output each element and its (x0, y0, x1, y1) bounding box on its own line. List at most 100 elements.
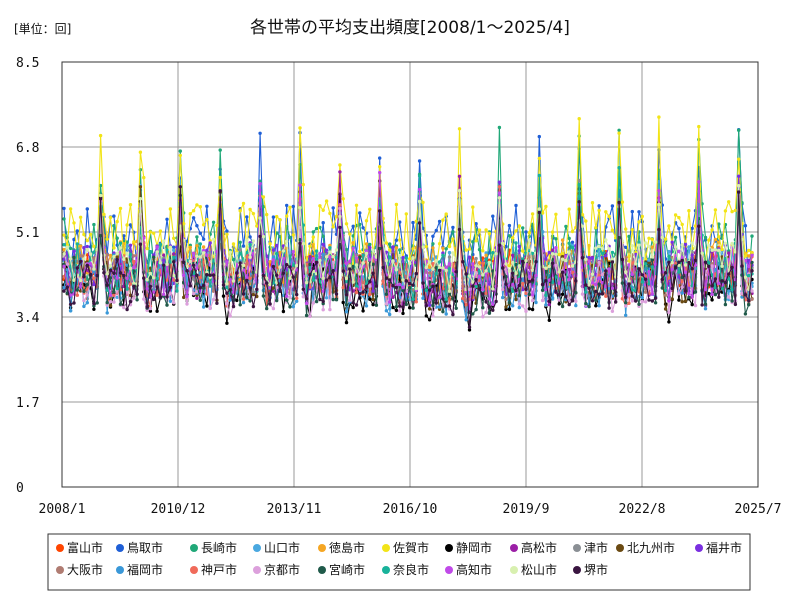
series-point (673, 213, 678, 217)
series-point (431, 262, 435, 266)
series-point (314, 260, 319, 264)
series-layer (62, 115, 754, 332)
series-point (517, 244, 521, 249)
series-point (424, 244, 428, 249)
series-point (431, 303, 435, 308)
series-point (65, 285, 70, 289)
series-point (285, 294, 289, 298)
series-point (108, 300, 113, 304)
series-point (394, 246, 399, 250)
series-point (205, 248, 209, 252)
series-point (261, 205, 266, 209)
series-point (68, 246, 73, 251)
series-point (610, 309, 615, 313)
series-point (653, 301, 658, 305)
series-point (530, 212, 535, 216)
series-point (351, 280, 355, 284)
series-point (494, 299, 498, 304)
series-point (261, 273, 266, 278)
series-point (128, 243, 133, 247)
series-point (225, 285, 229, 290)
series-point (620, 257, 625, 262)
legend-item: 山口市 (253, 540, 300, 555)
y-tick-label: 0 (16, 481, 24, 496)
series-point (228, 250, 232, 254)
series-point (85, 293, 90, 297)
series-point (105, 288, 109, 292)
series-point (148, 309, 153, 313)
series-point (570, 264, 575, 268)
series-point (125, 240, 129, 244)
series-point (165, 278, 169, 282)
series-point (643, 262, 648, 266)
series-point (663, 293, 668, 297)
series-point (238, 303, 242, 307)
series-point (301, 182, 305, 187)
series-point (597, 204, 601, 208)
series-point (507, 234, 512, 238)
series-point (165, 303, 169, 307)
series-point (511, 253, 515, 257)
series-point (627, 301, 631, 305)
series-point (162, 292, 166, 297)
series-point (584, 301, 588, 306)
series-point (298, 126, 302, 130)
series-point (481, 287, 485, 292)
series-point (570, 240, 575, 244)
legend-item: 津市 (573, 540, 608, 555)
series-point (713, 237, 718, 242)
series-point (62, 286, 66, 290)
series-point (427, 268, 432, 272)
series-point (98, 133, 103, 138)
legend-label: 鳥取市 (127, 540, 163, 555)
series-point (148, 230, 153, 234)
series-point (241, 300, 246, 305)
series-point (148, 271, 153, 276)
series-point (178, 153, 182, 158)
series-point (600, 251, 605, 255)
series-point (560, 255, 565, 259)
series-point (211, 259, 216, 263)
series-point (680, 222, 684, 227)
series-point (643, 300, 648, 304)
series-point (690, 241, 694, 245)
series-point (122, 234, 126, 238)
legend-label: 福井市 (706, 540, 742, 555)
series-point (637, 210, 641, 214)
series-point (261, 234, 266, 239)
series-point (172, 248, 176, 252)
series-point (727, 200, 731, 204)
series-point (481, 261, 485, 265)
series-point (198, 255, 202, 259)
series-point (152, 276, 156, 280)
series-point (175, 289, 179, 293)
series-point (248, 276, 252, 281)
series-point (324, 255, 329, 259)
series-point (683, 270, 688, 274)
series-point (447, 244, 452, 249)
series-point (255, 287, 259, 291)
series-point (314, 299, 319, 304)
series-point (391, 284, 395, 288)
series-point (441, 266, 445, 270)
series-point (680, 258, 684, 263)
series-point (737, 128, 741, 132)
series-point (547, 250, 551, 255)
series-point (434, 301, 438, 305)
series-point (78, 254, 83, 258)
series-point (182, 295, 186, 300)
series-point (667, 260, 671, 264)
series-point (268, 242, 272, 246)
series-point (408, 261, 412, 266)
series-point (627, 259, 631, 263)
series-point (132, 296, 136, 300)
legend-label: 津市 (584, 540, 608, 555)
series-point (178, 185, 182, 189)
series-point (165, 262, 169, 266)
series-point (687, 245, 691, 249)
series-point (178, 149, 182, 153)
series-point (354, 256, 359, 260)
series-19 (62, 184, 754, 293)
series-point (464, 303, 468, 307)
series-point (198, 205, 202, 209)
